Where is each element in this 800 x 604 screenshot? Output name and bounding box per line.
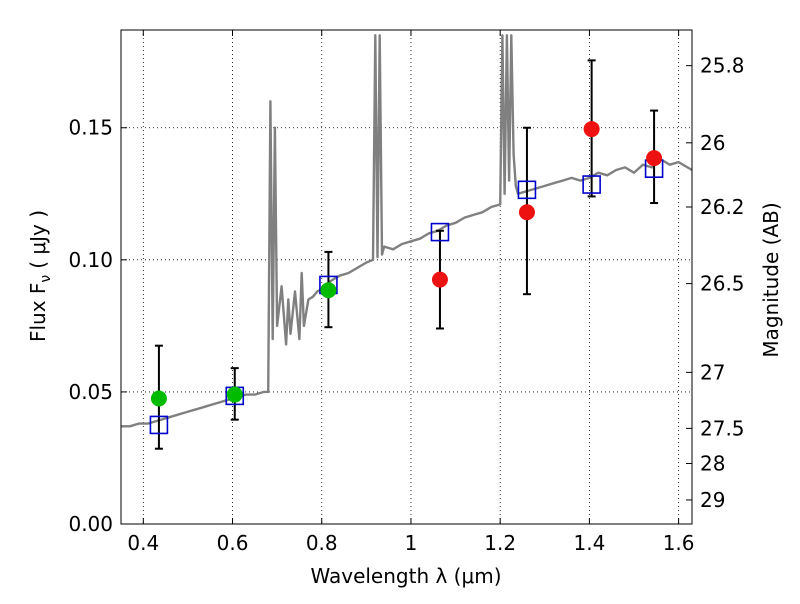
y-tick-label: 0.10: [68, 248, 113, 272]
x-tick-label: 1.4: [573, 531, 605, 555]
photometry-point: [583, 121, 600, 138]
magnitude-tick-label: 27.5: [700, 416, 745, 440]
magnitude-tick-label: 28: [700, 452, 725, 476]
y-axis-label: Flux Fν ( μJy ): [26, 210, 54, 342]
photometry-point: [646, 150, 663, 167]
y2-axis-label: Magnitude (AB): [759, 202, 783, 357]
x-tick-label: 1.6: [663, 531, 695, 555]
model-square-marker: [517, 180, 537, 200]
x-tick-label: 0.6: [217, 531, 249, 555]
tick-layer: 0.4 0.6 0.8 1 1.2 1.4 1.6 0.00 0.05 0.10 0.15 25.8 2…: [68, 30, 745, 555]
photometry-point: [150, 390, 167, 407]
photometry-point: [320, 282, 337, 299]
y-axis-label-main: Flux F: [26, 283, 50, 342]
x-tick-label: 1.2: [484, 531, 516, 555]
photometry-point: [226, 386, 243, 403]
y-tick-label: 0.15: [68, 116, 113, 140]
photometry-point: [518, 204, 535, 221]
spectrum-layer: [121, 34, 692, 428]
photometry-point: [431, 271, 448, 288]
y-tick-label: 0.00: [68, 512, 113, 536]
x-tick-label: 0.4: [127, 531, 159, 555]
model-square-marker: [149, 415, 169, 435]
x-tick-label: 1: [405, 531, 418, 555]
y-tick-label: 0.05: [68, 380, 113, 404]
magnitude-tick-label: 27: [700, 360, 725, 384]
magnitude-tick-label: 26: [700, 131, 725, 155]
model-square-marker: [582, 175, 601, 194]
magnitude-tick-label: 25.8: [700, 54, 745, 78]
magnitude-tick-label: 26.5: [700, 272, 745, 296]
x-axis-label: Wavelength λ (μm): [310, 564, 501, 588]
magnitude-tick-label: 26.2: [700, 195, 745, 219]
marker-layer: [149, 121, 664, 435]
y-axis-label-sub: ν: [38, 275, 54, 283]
spectrum-line: [121, 34, 692, 428]
x-tick-label: 0.8: [306, 531, 338, 555]
y-axis-label-units: ( μJy ): [26, 210, 50, 269]
magnitude-tick-label: 29: [700, 488, 725, 512]
model-square-marker: [430, 222, 450, 242]
plot-frame: [120, 29, 693, 525]
